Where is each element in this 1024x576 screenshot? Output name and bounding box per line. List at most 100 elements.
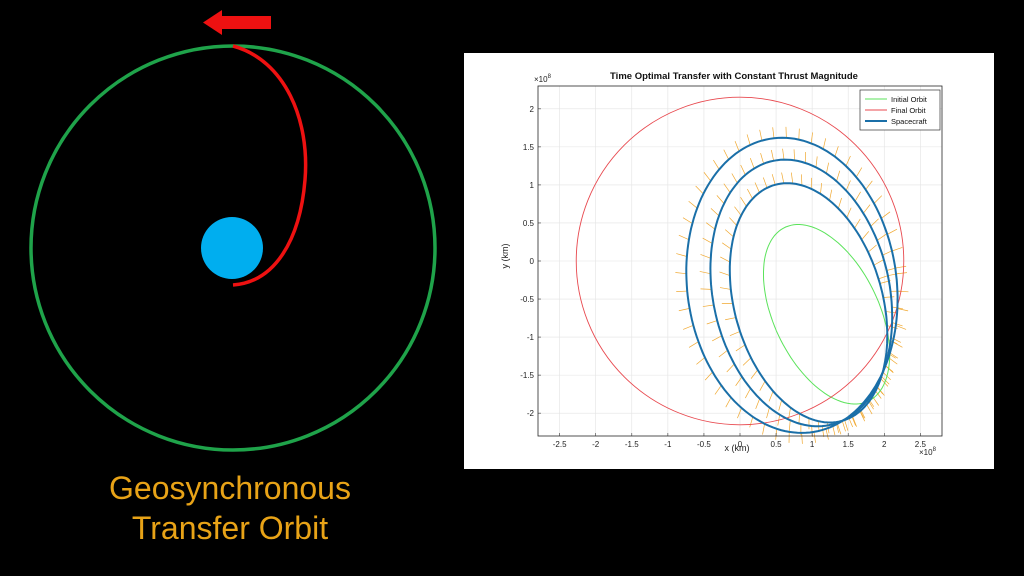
x-tick-label: 2.5 <box>915 440 927 449</box>
y-tick-label: 0.5 <box>523 219 535 228</box>
x-tick-label: 0 <box>738 440 743 449</box>
thrust-arrow <box>725 229 734 238</box>
diagram-caption: Geosynchronous Transfer Orbit <box>40 468 420 548</box>
thrust-arrow <box>678 308 690 312</box>
thrust-arrow <box>721 242 732 250</box>
thrust-arrow <box>854 191 861 202</box>
thrust-arrow <box>790 172 794 184</box>
legend-initial-orbit: Initial Orbit <box>891 95 928 104</box>
thrust-arrow <box>788 420 791 432</box>
thrust-arrow <box>723 183 731 193</box>
thrust-arrow <box>699 271 711 275</box>
legend-spacecraft: Spacecraft <box>891 117 928 126</box>
thrust-arrow <box>705 222 716 230</box>
thrust-arrow <box>734 206 742 216</box>
thrust-arrow <box>719 287 731 290</box>
thrust-arrow <box>754 182 760 193</box>
thrust-arrow <box>762 423 765 435</box>
earth-planet <box>201 217 263 279</box>
thrust-arrow <box>844 419 849 431</box>
thrust-arrow <box>768 391 774 402</box>
thrust-arrow <box>822 138 827 150</box>
thrust-arrow <box>745 388 751 399</box>
thrust-arrow <box>725 397 732 408</box>
thrust-arrow <box>884 365 894 374</box>
thrust-arrow <box>683 324 694 330</box>
thrust-arrow <box>725 317 737 321</box>
thrust-arrow <box>820 182 822 194</box>
thrust-arrow <box>688 341 699 348</box>
thrust-arrow <box>873 259 884 266</box>
x-tick-label: 1.5 <box>843 440 855 449</box>
initial-orbit-curve <box>763 224 891 405</box>
spacecraft-trajectory <box>709 158 894 428</box>
thrust-arrow <box>702 304 714 307</box>
thrust-arrow <box>897 290 909 293</box>
y-tick-label: -2 <box>527 409 535 418</box>
thrust-arrow <box>866 404 873 415</box>
thrust-arrow <box>755 398 761 410</box>
thrust-arrow <box>837 423 842 435</box>
thrust-arrow <box>891 247 903 252</box>
thrust-arrow <box>762 177 768 188</box>
thrust-arrow <box>729 217 738 226</box>
thrust-arrow <box>837 197 842 209</box>
transfer-orbit-path <box>232 44 308 287</box>
thrust-arrow <box>815 156 818 168</box>
thrust-arrow <box>711 335 722 342</box>
thrust-arrow <box>695 185 704 195</box>
chart-title: Time Optimal Transfer with Constant Thru… <box>610 71 858 82</box>
grid <box>538 86 942 436</box>
thrust-arrow <box>716 195 725 204</box>
thrust-arrow <box>729 331 741 336</box>
chart-legend: Initial Orbit Final Orbit Spacecraft <box>859 89 941 131</box>
thrust-arrow <box>742 357 752 366</box>
thrust-arrow <box>713 159 720 170</box>
thrust-arrow <box>841 420 846 432</box>
thrust-arrow <box>798 128 800 140</box>
thrust-arrow <box>826 162 829 174</box>
thrust-arrow <box>688 200 698 209</box>
x-axis-exponent: ×108 <box>919 447 937 457</box>
thrust-arrow <box>897 308 909 312</box>
thrust-arrow <box>675 272 687 275</box>
thrust-arrow <box>750 369 758 379</box>
thrust-arrow <box>718 349 728 358</box>
thrust-arrow <box>682 217 693 224</box>
thrust-arrow <box>845 180 851 191</box>
thrust-arrow <box>703 172 711 182</box>
thrust-arrow <box>760 153 764 164</box>
thrust-arrow <box>788 407 791 419</box>
thrust-arrow <box>892 341 903 348</box>
thrust-arrow <box>696 357 706 365</box>
thrust-arrow <box>771 149 774 161</box>
thrust-arrow <box>778 399 782 411</box>
thrust-arrow <box>883 296 895 298</box>
orbit-transfer-plot: -2.5 -2 -1.5 -1 -0.5 0 0.5 1 1.5 2 2.5 2 1.5 1 0.5 0 -0.… <box>500 71 943 457</box>
thrust-arrow <box>846 207 852 218</box>
x-tick-label: -2 <box>592 440 600 449</box>
thrust-arrow <box>829 189 833 201</box>
thrust-arrow <box>836 170 841 182</box>
thrust-arrow <box>882 250 893 256</box>
tick-labels: -2.5 -2 -1.5 -1 -0.5 0 0.5 1 1.5 2 2.5 2 1.5 1 0.5 0 -0.… <box>520 105 926 449</box>
thrust-arrow <box>834 146 839 157</box>
x-tick-label: -0.5 <box>697 440 711 449</box>
thrust-arrow <box>706 320 718 325</box>
thrust-arrow <box>865 180 873 190</box>
spacecraft-trajectory <box>728 182 889 424</box>
thrust-arrow <box>887 228 898 235</box>
gto-diagram <box>29 10 437 452</box>
thrust-arrow <box>895 265 907 269</box>
thrust-arrow <box>740 164 746 176</box>
thrust-arrow <box>876 233 887 241</box>
thrust-arrow <box>740 196 747 207</box>
thrust-arrow <box>719 271 730 276</box>
x-tick-label: -1.5 <box>625 440 639 449</box>
thrust-arrow <box>881 211 891 219</box>
y-tick-label: -1.5 <box>520 371 534 380</box>
thrust-arrow <box>749 158 755 169</box>
thrust-arrow <box>845 155 851 167</box>
plot-curves <box>575 96 905 434</box>
thrust-arrow <box>821 426 825 438</box>
